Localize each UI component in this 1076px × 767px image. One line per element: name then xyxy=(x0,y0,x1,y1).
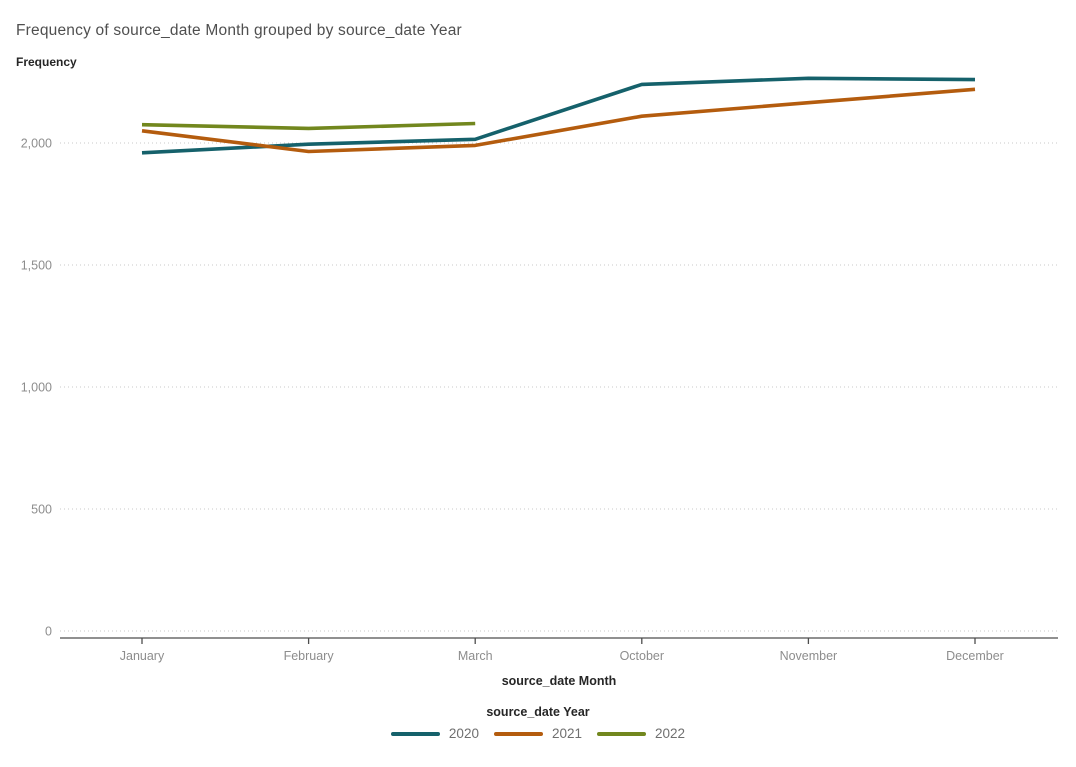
legend-item-2022: 2022 xyxy=(597,726,685,741)
legend-label: 2020 xyxy=(448,726,479,741)
x-tick-label: October xyxy=(620,649,664,663)
x-axis-title: source_date Month xyxy=(501,674,617,688)
legend-row: 2020 2021 2022 xyxy=(390,726,685,741)
y-tick-label: 500 xyxy=(31,503,52,517)
y-tick-label: 1,000 xyxy=(21,381,52,395)
series-line-2022 xyxy=(141,121,476,131)
legend-swatch-2022 xyxy=(597,731,647,736)
series-line-2020 xyxy=(141,76,976,155)
legend-swatch-2020 xyxy=(390,731,440,736)
legend-swatch-2021 xyxy=(493,731,543,736)
x-tick-label: November xyxy=(780,649,838,663)
chart-title: Frequency of source_date Month grouped b… xyxy=(16,22,462,39)
legend: source_date Year 2020 2021 2022 xyxy=(0,705,1076,741)
y-tick-label: 2,000 xyxy=(21,137,52,151)
series-line-2021 xyxy=(141,87,976,154)
x-tick-label: February xyxy=(284,649,335,663)
y-tick-label: 1,500 xyxy=(21,259,52,273)
legend-item-2021: 2021 xyxy=(493,726,583,741)
y-tick-label: 0 xyxy=(45,625,52,639)
legend-label: 2021 xyxy=(551,726,583,741)
x-tick-label: December xyxy=(946,649,1004,663)
x-tick-label: January xyxy=(120,649,165,663)
legend-label: 2022 xyxy=(655,726,686,741)
y-axis-title: Frequency xyxy=(16,55,77,69)
x-tick-label: March xyxy=(458,649,493,663)
legend-item-2020: 2020 xyxy=(390,726,479,741)
legend-title: source_date Year xyxy=(486,705,590,719)
